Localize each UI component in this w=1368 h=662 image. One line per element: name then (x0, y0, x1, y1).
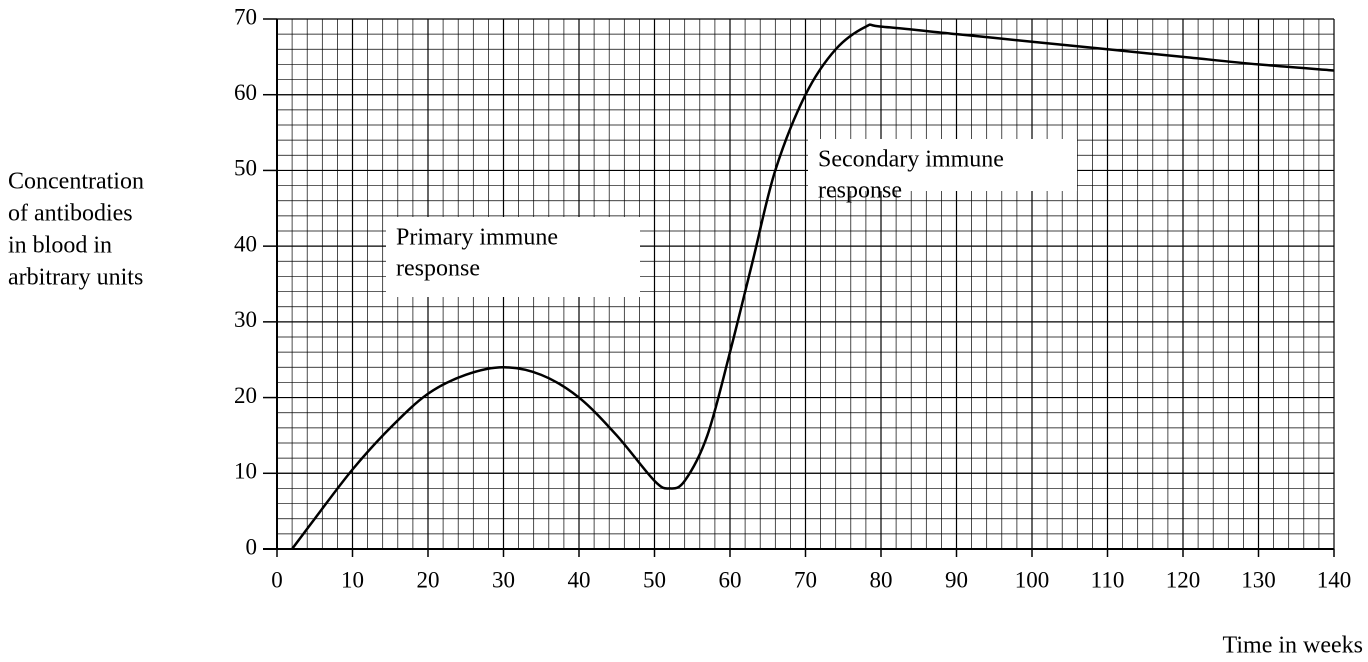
x-tick-label: 20 (417, 567, 440, 592)
y-tick-label: 40 (234, 231, 257, 256)
annotation-text: response (396, 256, 480, 282)
x-tick-label: 0 (271, 567, 283, 592)
annotation-box (808, 139, 1077, 191)
y-axis-label: of antibodies (8, 201, 133, 227)
x-tick-label: 140 (1317, 567, 1352, 592)
x-tick-label: 30 (492, 567, 515, 592)
y-tick-label: 50 (234, 156, 257, 181)
y-axis-label: Concentration (8, 169, 144, 195)
x-tick-label: 110 (1091, 567, 1125, 592)
x-tick-label: 40 (568, 567, 591, 592)
x-tick-label: 90 (945, 567, 968, 592)
annotation-text: Primary immune (396, 225, 558, 251)
x-axis-label: Time in weeks (1223, 633, 1363, 659)
x-tick-label: 60 (719, 567, 742, 592)
y-tick-label: 30 (234, 307, 257, 332)
x-tick-label: 70 (794, 567, 817, 592)
x-tick-label: 120 (1166, 567, 1201, 592)
annotation-text: Secondary immune (818, 147, 1004, 173)
x-tick-label: 100 (1015, 567, 1050, 592)
x-tick-label: 10 (341, 567, 364, 592)
y-tick-label: 60 (234, 80, 257, 105)
y-tick-label: 0 (246, 534, 258, 559)
series-line (291, 23, 1335, 550)
y-axis-label: arbitrary units (8, 265, 143, 291)
y-axis-label: in blood in (8, 233, 112, 259)
x-tick-label: 50 (643, 567, 666, 592)
annotation-box (386, 217, 640, 297)
y-tick-label: 10 (234, 459, 257, 484)
y-tick-label: 70 (234, 4, 257, 29)
x-tick-label: 80 (870, 567, 893, 592)
annotation-text: response (818, 178, 902, 204)
x-tick-label: 130 (1241, 567, 1276, 592)
y-tick-label: 20 (234, 383, 257, 408)
